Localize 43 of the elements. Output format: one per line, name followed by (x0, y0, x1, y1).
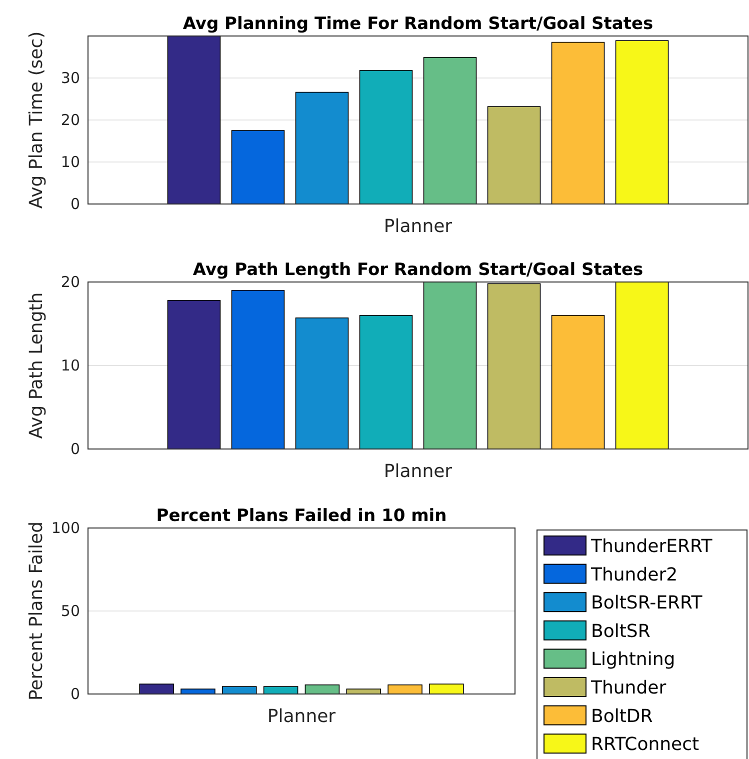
legend-label: BoltSR-ERRT (591, 592, 704, 614)
bar (359, 315, 413, 450)
y-tick-label: 0 (70, 194, 80, 213)
y-axis-title: Avg Plan Time (sec) (26, 31, 47, 209)
bar (423, 282, 477, 450)
bar (167, 300, 221, 450)
x-axis-title: Planner (384, 461, 453, 482)
bar (487, 106, 541, 204)
y-axis-title: Percent Plans Failed (26, 521, 47, 701)
legend-label: Thunder2 (590, 564, 678, 586)
bar (615, 40, 669, 204)
legend-label: ThunderERRT (590, 536, 714, 557)
bar (359, 70, 413, 204)
bar (615, 282, 669, 450)
bar (487, 283, 541, 450)
chart-title: Avg Planning Time For Random Start/Goal States (182, 14, 654, 34)
legend-label: BoltDR (591, 706, 653, 727)
y-axis-title: Avg Path Length (26, 292, 47, 439)
chart-title: Percent Plans Failed in 10 min (156, 506, 447, 526)
bar (295, 92, 349, 204)
bar (167, 36, 221, 204)
bar (231, 290, 285, 450)
legend-label: BoltSR (591, 620, 650, 642)
bar (551, 315, 605, 450)
y-tick-label: 20 (60, 110, 80, 129)
bar (295, 318, 349, 450)
legend-label: Thunder (590, 678, 667, 698)
y-tick-label: 50 (60, 602, 80, 620)
y-tick-label: 20 (60, 272, 80, 291)
y-tick-label: 10 (60, 152, 80, 171)
bar (423, 57, 477, 204)
y-tick-label: 10 (60, 356, 80, 374)
chart-title: Avg Path Length For Random Start/Goal States (192, 260, 644, 280)
y-tick-label: 30 (60, 68, 80, 87)
bar (231, 130, 285, 204)
y-tick-label: 0 (70, 684, 80, 703)
legend-label: Lightning (591, 649, 676, 670)
x-axis-title: Planner (384, 216, 453, 237)
x-axis-title: Planner (267, 706, 336, 727)
y-tick-label: 100 (51, 518, 80, 537)
legend-label: RRTConnect (591, 734, 700, 756)
y-tick-label: 0 (70, 440, 80, 458)
bar (551, 42, 605, 204)
